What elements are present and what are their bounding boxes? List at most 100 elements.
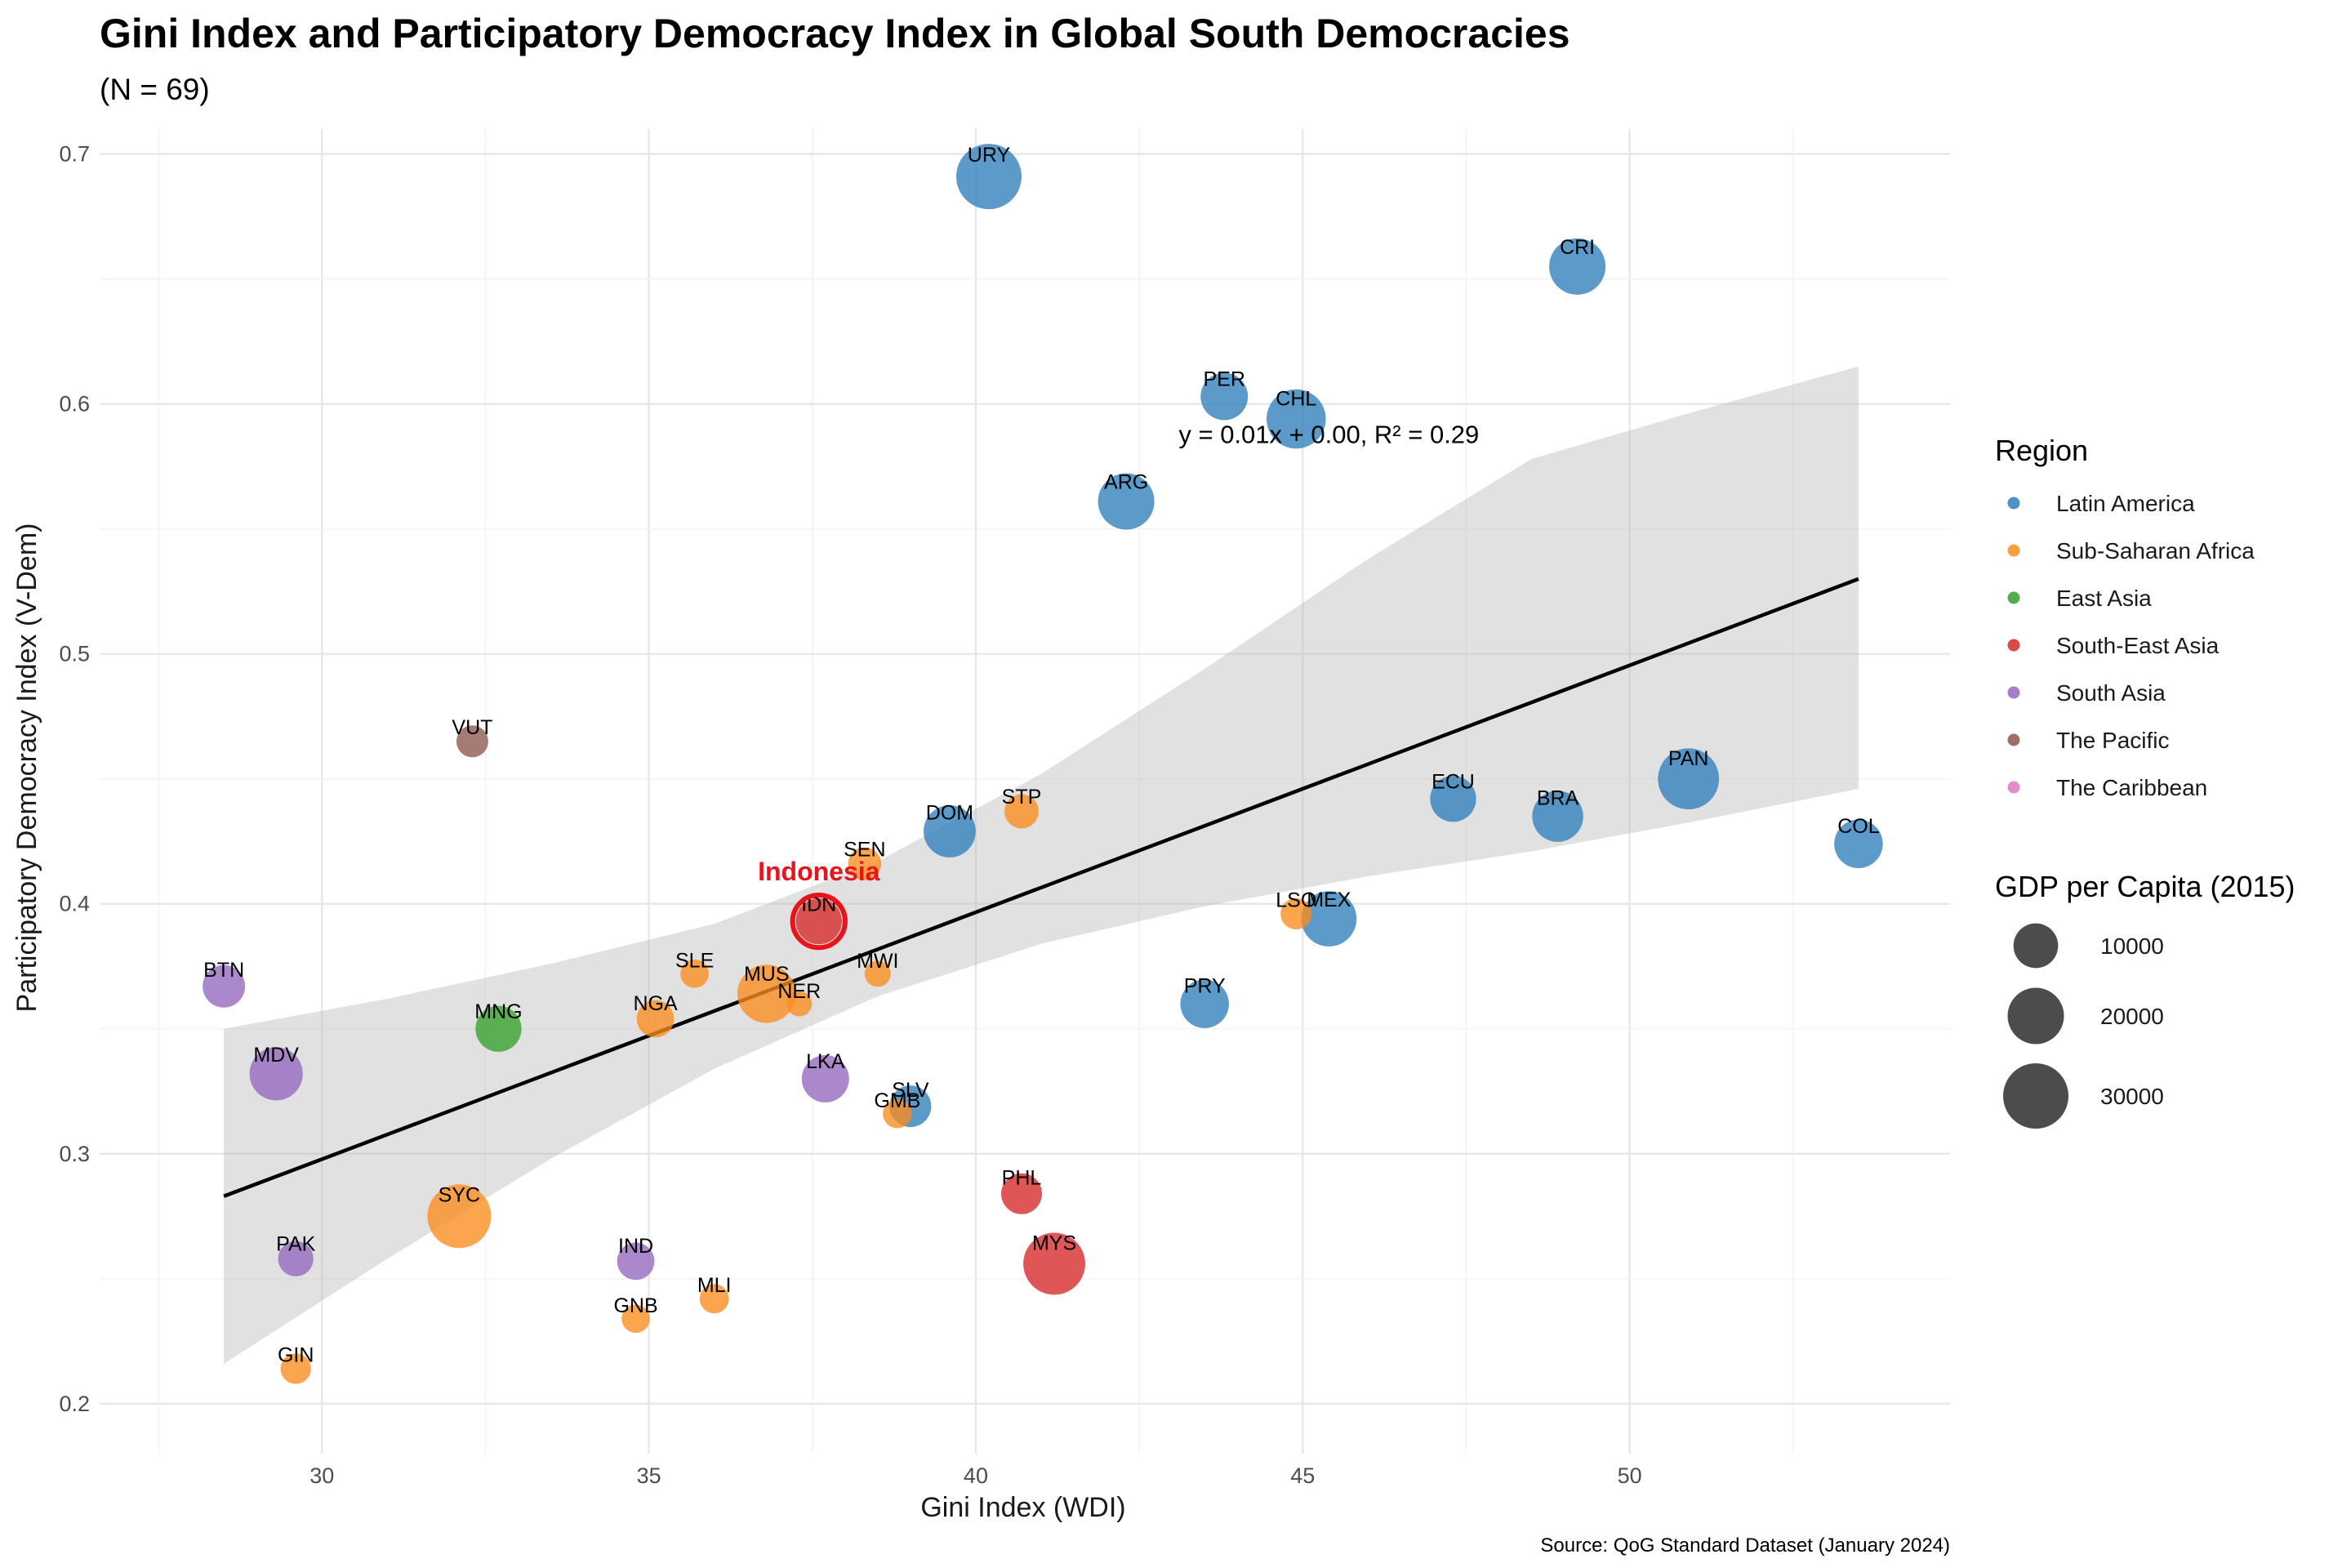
point-label-gmb: GMB xyxy=(874,1089,920,1112)
data-point-nga xyxy=(636,1000,675,1038)
point-label-pan: PAN xyxy=(1668,747,1709,770)
data-point-btn xyxy=(203,964,246,1008)
legend-region-label: The Caribbean xyxy=(2056,775,2207,800)
x-axis-title: Gini Index (WDI) xyxy=(920,1492,1125,1523)
point-label-pak: PAK xyxy=(276,1233,315,1256)
legend-swatch xyxy=(2007,639,2020,652)
highlight-label: Indonesia xyxy=(758,857,880,886)
y-tick-label: 0.4 xyxy=(59,892,90,916)
confidence-band xyxy=(224,366,1859,1364)
point-label-syc: SYC xyxy=(439,1184,480,1207)
point-labels: URY CRI PER CHL ARG PAN ECU BRA COL DOM MEX PRY SLV S… xyxy=(203,144,1880,1366)
legend-size-entries: 10000 20000 30000 xyxy=(2003,923,2164,1129)
point-label-chl: CHL xyxy=(1276,388,1316,411)
legend-swatch xyxy=(2007,591,2020,604)
data-point-pry xyxy=(1180,979,1229,1028)
point-label-pry: PRY xyxy=(1184,975,1226,998)
data-point-mex xyxy=(1301,891,1357,947)
data-point-gin xyxy=(280,1353,311,1384)
point-label-per: PER xyxy=(1204,368,1245,390)
point-label-cri: CRI xyxy=(1560,236,1595,259)
legend-size-label: 10000 xyxy=(2100,933,2164,959)
legend-region-label: Latin America xyxy=(2056,491,2195,516)
data-point-mus xyxy=(737,964,796,1023)
confidence-band-area xyxy=(224,366,1859,1364)
point-label-mli: MLI xyxy=(697,1274,732,1297)
y-tick-label: 0.5 xyxy=(59,642,90,666)
point-label-lka: LKA xyxy=(806,1050,845,1073)
data-point-lka xyxy=(801,1054,849,1102)
data-point-syc xyxy=(427,1184,492,1249)
legend-size-swatch xyxy=(2007,987,2064,1045)
y-tick-label: 0.7 xyxy=(59,142,90,167)
point-label-nga: NGA xyxy=(634,992,679,1015)
point-label-stp: STP xyxy=(1002,786,1042,808)
legend-region-entries: Latin America Sub-Saharan Africa East Asia… xyxy=(2007,491,2255,800)
data-point-pan xyxy=(1658,748,1720,810)
legend-size-swatch xyxy=(2013,923,2059,969)
data-point-vut xyxy=(456,725,488,758)
data-point-phl xyxy=(1000,1173,1042,1214)
point-label-slv: SLV xyxy=(892,1079,929,1102)
y-tick-label: 0.2 xyxy=(59,1392,90,1416)
point-label-gnb: GNB xyxy=(613,1294,657,1317)
y-axis-title: Participatory Democracy Index (V-Dem) xyxy=(11,523,42,1013)
legend-size-title: GDP per Capita (2015) xyxy=(1995,870,2295,903)
point-label-gin: GIN xyxy=(278,1344,314,1367)
point-label-phl: PHL xyxy=(1002,1166,1042,1189)
point-label-vut: VUT xyxy=(452,716,492,739)
legend-swatch xyxy=(2007,497,2020,510)
point-label-ind: IND xyxy=(618,1235,653,1258)
legend-region-label: Sub-Saharan Africa xyxy=(2056,538,2255,564)
point-label-ner: NER xyxy=(777,980,821,1003)
x-tick-label: 45 xyxy=(1290,1463,1315,1488)
legend-region-label: The Pacific xyxy=(2056,728,2170,753)
legend-size-label: 30000 xyxy=(2100,1084,2164,1109)
grid xyxy=(100,129,1950,1454)
point-label-ury: URY xyxy=(968,144,1011,167)
legend-size-label: 20000 xyxy=(2100,1004,2164,1029)
point-label-dom: DOM xyxy=(926,802,973,825)
data-point-per xyxy=(1200,372,1249,421)
x-tick-label: 30 xyxy=(309,1463,334,1488)
legend-region-label: East Asia xyxy=(2056,586,2152,611)
legend-swatch xyxy=(2007,544,2020,557)
data-point-ecu xyxy=(1430,776,1476,822)
point-label-mwi: MWI xyxy=(857,950,898,973)
data-point-gmb xyxy=(883,1099,912,1129)
data-point-idn xyxy=(795,898,842,945)
data-point-col xyxy=(1834,819,1883,869)
point-label-mys: MYS xyxy=(1032,1232,1076,1254)
data-point-dom xyxy=(924,805,976,858)
point-label-btn: BTN xyxy=(203,959,244,982)
point-label-mdv: MDV xyxy=(253,1044,299,1067)
x-tick-label: 40 xyxy=(964,1463,988,1488)
data-point-mdv xyxy=(249,1047,303,1101)
regression-line-group xyxy=(223,577,1859,1198)
data-point-stp xyxy=(1004,794,1039,829)
data-point-pak xyxy=(278,1241,314,1276)
data-point-mwi xyxy=(864,960,891,987)
data-point-ury xyxy=(955,144,1022,210)
legend-region-label: South-East Asia xyxy=(2056,633,2220,658)
point-label-bra: BRA xyxy=(1537,787,1579,810)
x-tick-label: 35 xyxy=(637,1463,661,1488)
point-label-sle: SLE xyxy=(675,950,714,973)
data-point-ind xyxy=(617,1242,655,1281)
y-tick-label: 0.3 xyxy=(59,1142,90,1166)
point-label-mng: MNG xyxy=(474,1000,522,1023)
data-point-mng xyxy=(475,1005,522,1052)
highlight-ring xyxy=(790,892,848,951)
y-tick-label: 0.6 xyxy=(59,392,90,416)
chart-title: Gini Index and Participatory Democracy I… xyxy=(100,11,1570,56)
legend-swatch xyxy=(2007,733,2020,746)
regression-line xyxy=(223,577,1859,1198)
point-label-col: COL xyxy=(1837,815,1880,838)
point-label-arg: ARG xyxy=(1104,470,1148,493)
point-label-mus: MUS xyxy=(744,963,790,986)
legend-swatch xyxy=(2007,686,2020,699)
data-point-mli xyxy=(699,1284,729,1314)
legend: Region Latin America Sub-Saharan Africa Ea… xyxy=(1995,434,2295,1129)
data-point-arg xyxy=(1098,473,1155,530)
